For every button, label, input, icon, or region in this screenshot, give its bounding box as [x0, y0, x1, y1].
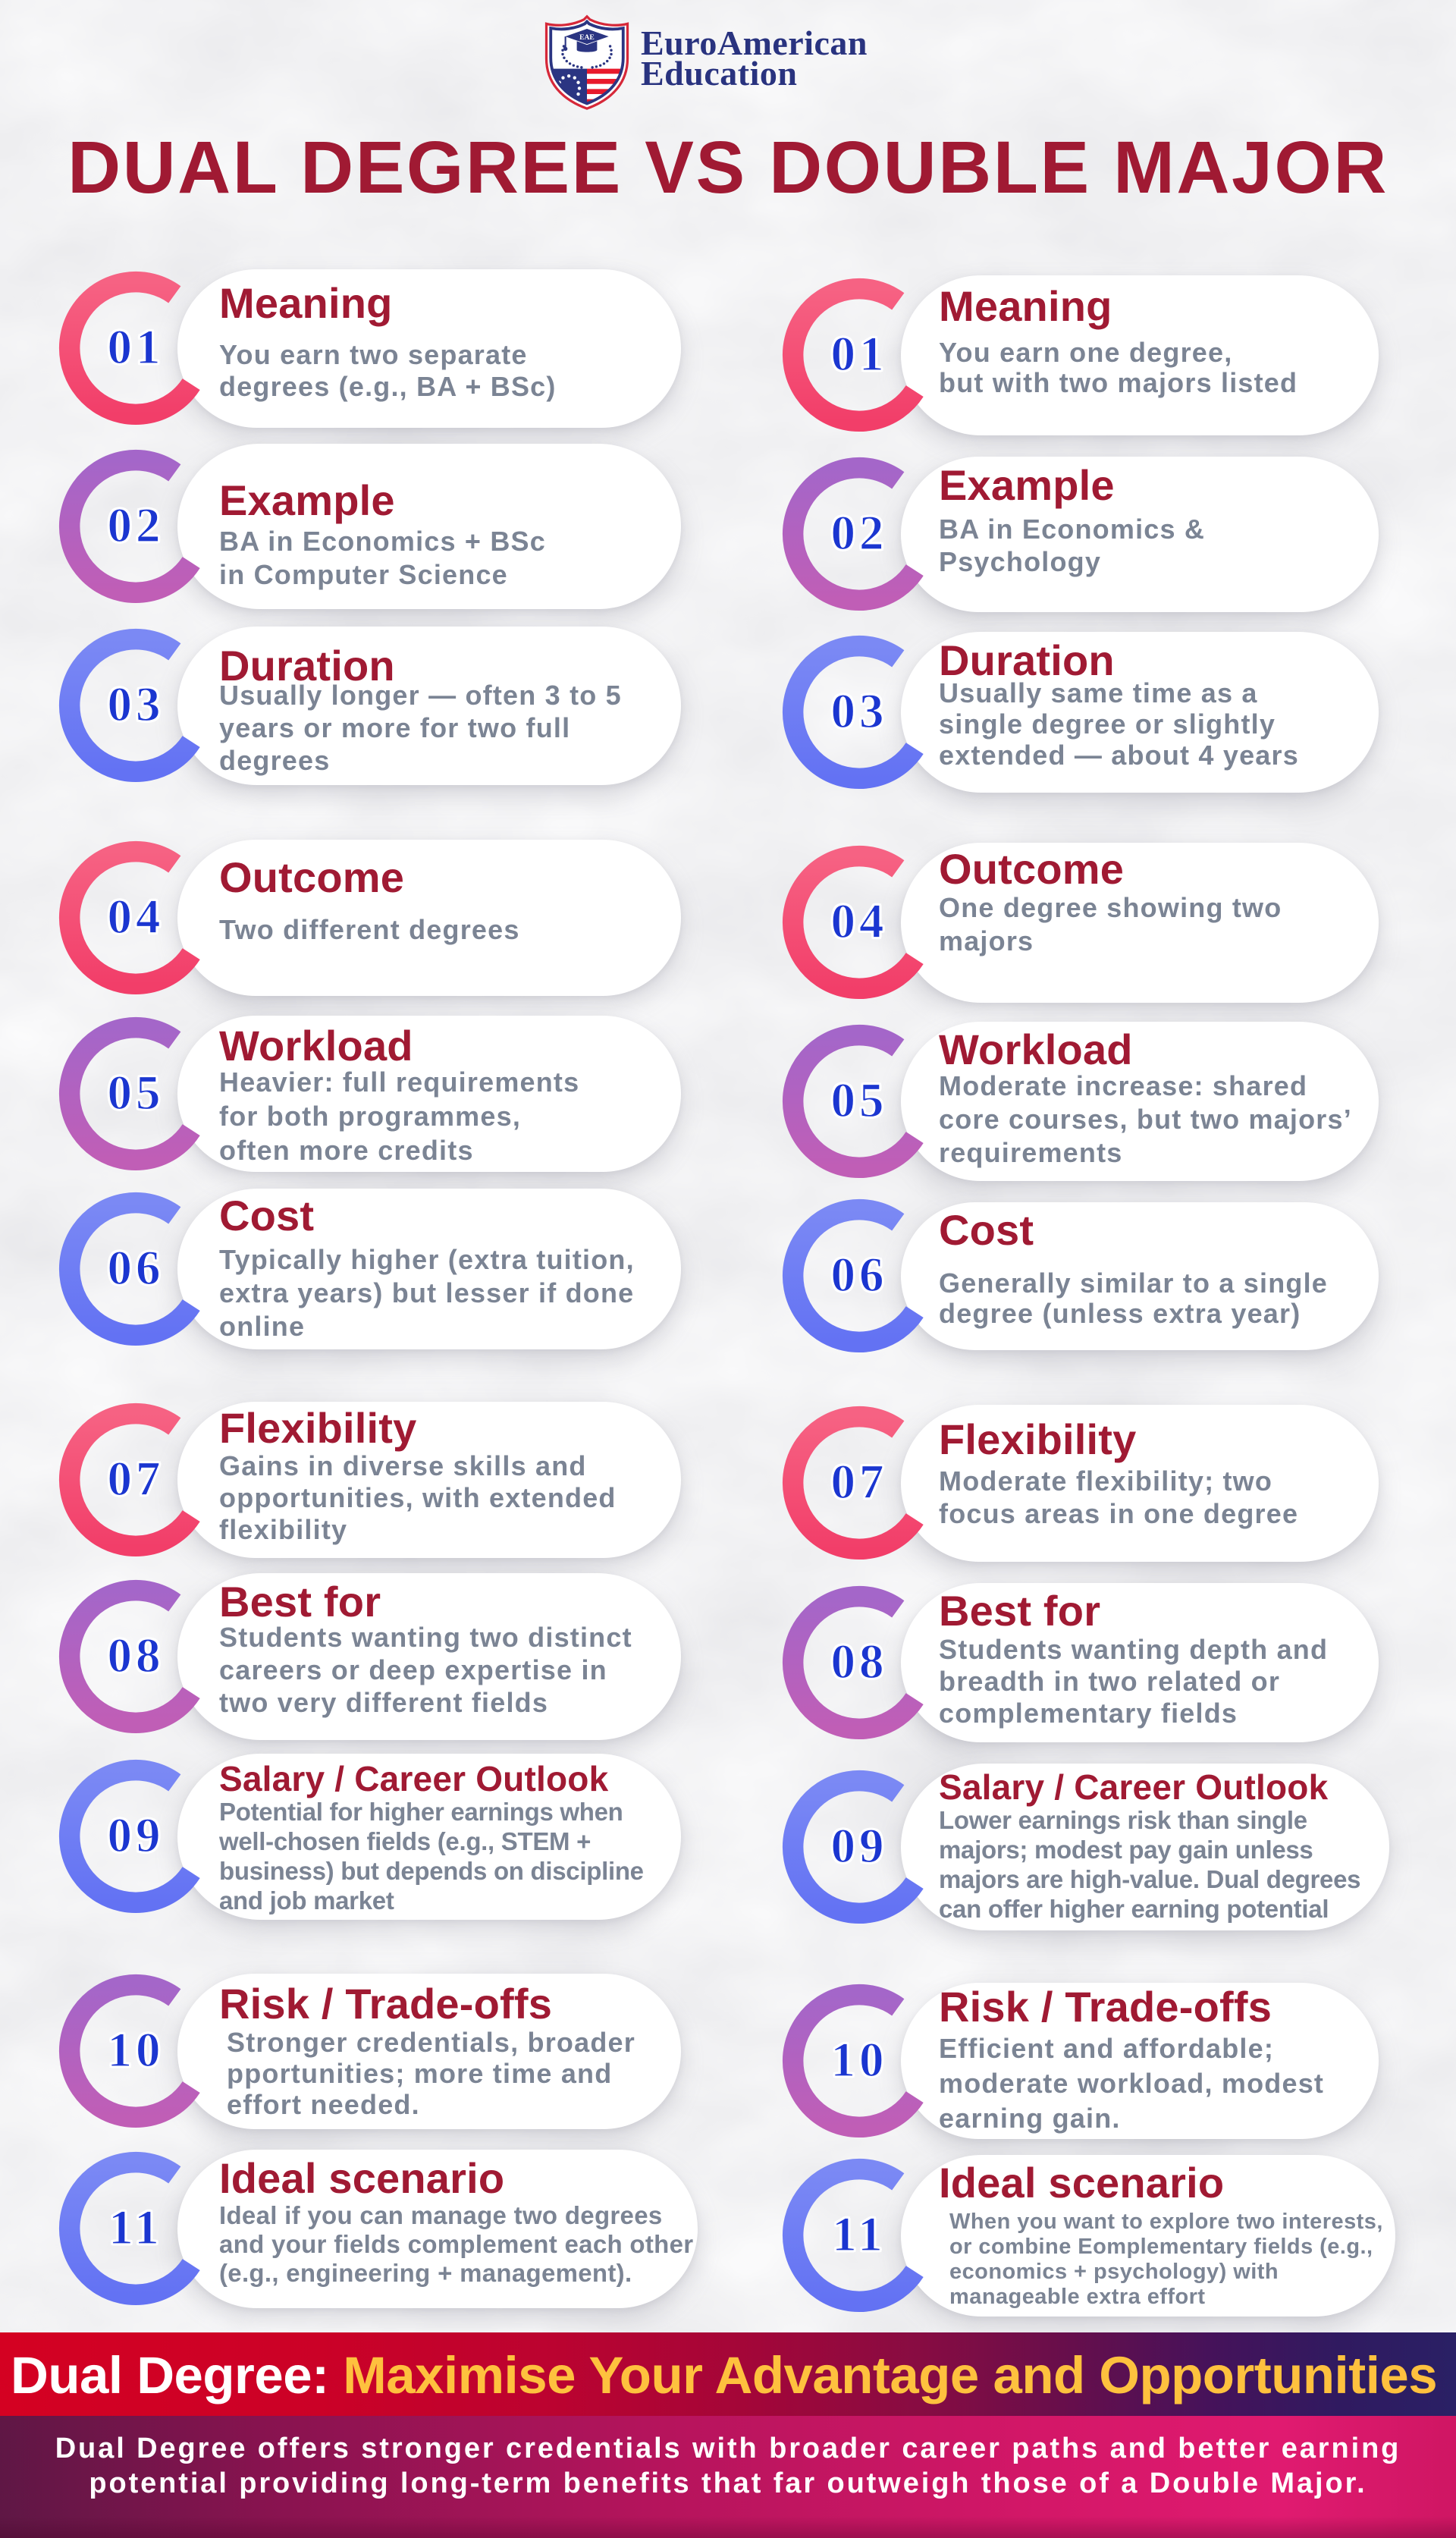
svg-text:EAE: EAE — [579, 33, 595, 42]
